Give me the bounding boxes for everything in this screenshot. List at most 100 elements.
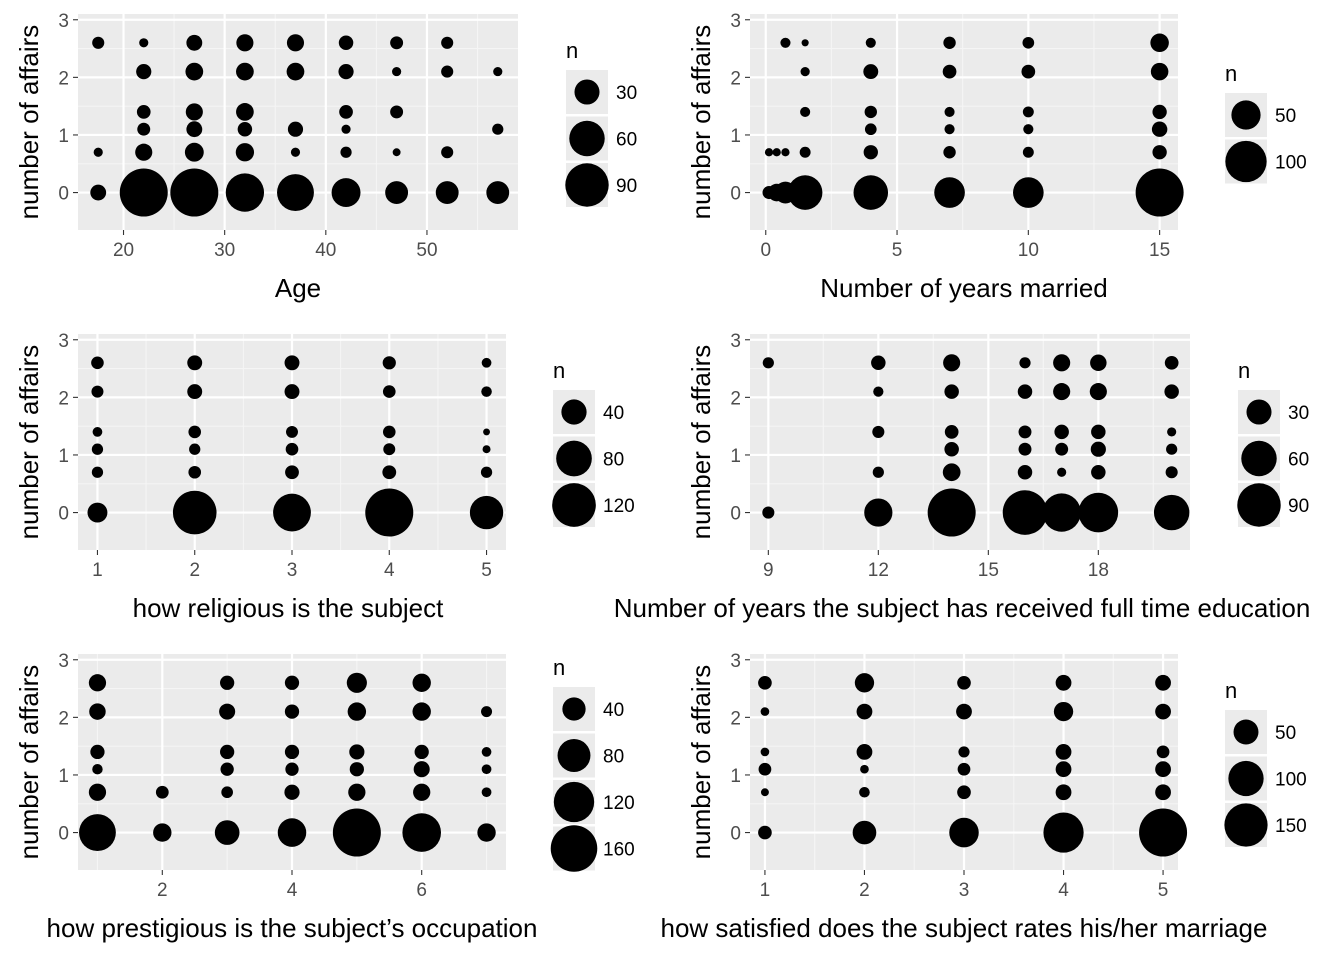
legend-label: 90	[616, 176, 637, 197]
data-point	[87, 502, 108, 523]
x-tick-label: 6	[416, 880, 427, 901]
y-tick-label: 3	[730, 11, 741, 32]
data-point	[184, 142, 204, 162]
data-point	[1055, 442, 1069, 456]
data-point	[942, 463, 961, 482]
data-point	[170, 168, 219, 217]
data-point	[469, 495, 504, 530]
size-legend: n 50 100 150	[1224, 678, 1307, 847]
data-point	[88, 783, 107, 801]
data-point	[481, 357, 492, 368]
y-tick-label: 3	[58, 651, 69, 672]
legend-title: n	[1225, 61, 1237, 86]
data-point	[185, 62, 204, 81]
x-axis-title: Number of years married	[820, 273, 1108, 303]
data-point	[942, 64, 957, 79]
legend-symbol	[565, 163, 609, 207]
y-tick-label: 1	[730, 126, 741, 147]
x-tick-label: 3	[959, 880, 970, 901]
x-tick-label: 0	[760, 240, 771, 261]
data-point	[412, 673, 431, 692]
data-point	[492, 123, 504, 135]
data-point	[441, 146, 454, 159]
y-tick-label: 0	[730, 824, 741, 845]
data-point	[290, 147, 301, 157]
data-point	[956, 703, 972, 720]
y-tick-label: 0	[730, 184, 741, 205]
data-point	[277, 818, 307, 847]
legend-symbol	[1233, 719, 1259, 745]
data-point	[799, 146, 811, 158]
y-tick-label: 3	[730, 651, 741, 672]
data-point	[79, 814, 116, 851]
y-axis-title: number of affairs	[686, 345, 716, 540]
legend-symbol	[574, 79, 600, 105]
data-point	[220, 675, 235, 690]
data-point	[859, 786, 870, 798]
legend-label: 160	[603, 840, 635, 861]
data-point	[864, 105, 877, 119]
data-point	[863, 64, 879, 80]
data-point	[957, 785, 971, 800]
y-tick-label: 1	[730, 446, 741, 467]
data-point	[871, 355, 886, 371]
data-point	[762, 357, 774, 369]
data-point	[413, 783, 431, 801]
data-point	[91, 443, 104, 455]
data-point	[441, 36, 454, 49]
x-tick-label: 30	[214, 240, 235, 261]
data-point	[481, 706, 493, 718]
data-point	[1153, 494, 1190, 531]
y-tick-label: 2	[58, 708, 69, 729]
legend-symbol	[1224, 803, 1268, 847]
data-point	[91, 385, 104, 398]
data-point	[1150, 62, 1169, 81]
data-point	[481, 747, 492, 757]
data-point	[414, 744, 429, 760]
data-point	[1055, 744, 1072, 760]
data-point	[944, 124, 955, 135]
data-point	[347, 702, 367, 721]
y-tick-label: 1	[58, 446, 69, 467]
data-point	[284, 704, 300, 719]
data-point	[412, 702, 431, 721]
data-point	[346, 672, 367, 693]
data-point	[402, 813, 442, 852]
data-point	[286, 62, 305, 81]
panel-1: 20 30 40 50 0 1 2 3 Age number of affairs n 30 60 90	[14, 11, 637, 303]
data-point	[90, 744, 105, 760]
data-point	[943, 354, 961, 372]
panel-2: 0 5 10 15 0 1 2 3 Number of years married number …	[686, 11, 1307, 303]
data-point	[390, 36, 404, 50]
x-tick-label: 5	[481, 560, 492, 581]
data-point	[481, 386, 492, 397]
x-axis-title: how prestigious is the subject’s occupat…	[47, 913, 538, 943]
data-point	[284, 744, 300, 760]
data-point	[92, 427, 103, 437]
data-point	[390, 105, 404, 119]
data-point	[872, 425, 885, 438]
data-point	[780, 37, 791, 48]
data-point	[185, 103, 203, 121]
data-point	[187, 384, 203, 400]
data-point	[483, 428, 490, 436]
data-point	[1017, 465, 1033, 480]
data-point	[1135, 168, 1184, 217]
data-point	[441, 65, 454, 78]
data-point	[341, 124, 351, 134]
data-point	[382, 425, 396, 439]
x-tick-label: 15	[1149, 240, 1170, 261]
x-tick-label: 5	[892, 240, 903, 261]
x-tick-label: 5	[1158, 880, 1169, 901]
data-point	[1164, 384, 1179, 399]
data-point	[382, 356, 396, 370]
data-point	[284, 384, 300, 400]
legend-symbol	[557, 739, 591, 772]
legend-label: 40	[603, 403, 624, 424]
data-point	[1139, 808, 1188, 857]
x-tick-label: 20	[113, 240, 134, 261]
data-point	[383, 443, 396, 456]
data-point	[758, 675, 772, 690]
x-tick-label: 4	[287, 880, 298, 901]
x-tick-label: 1	[92, 560, 103, 581]
